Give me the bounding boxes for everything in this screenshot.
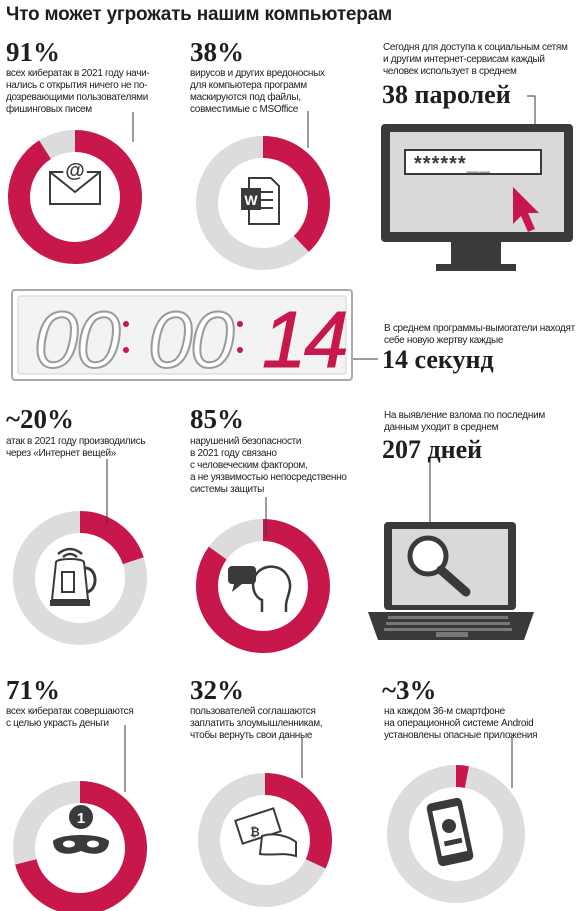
timer-digit: 0: [34, 295, 79, 384]
email-icon: @: [49, 158, 101, 205]
donut-segment: [264, 773, 332, 869]
timer-digit: 0: [190, 295, 235, 384]
donut-segment: [79, 511, 144, 565]
svg-text:1: 1: [77, 810, 85, 827]
stat-msoffice-text: вирусов и других вредоносных для компьюте…: [190, 68, 325, 115]
laptop-magnifier-icon: [368, 522, 534, 640]
stat-ransomware-text: В среднем программы-вымогатели находят се…: [384, 323, 575, 346]
stat-detection-value: 207 дней: [382, 435, 483, 464]
stat-money-text: всех кибератак совершаются с целью украст…: [6, 706, 134, 729]
infected-smartphone-icon: [426, 797, 474, 867]
timer-digit: 0: [76, 295, 121, 384]
stat-detection-text: На выявление взлома по последним данным у…: [384, 410, 545, 433]
thief-mask-icon: 1: [53, 805, 109, 854]
payment-hand-icon: ₿: [234, 807, 297, 858]
stat-passwords-text: Сегодня для доступа к социальным сетям и …: [383, 42, 568, 77]
svg-text:******__: ******__: [414, 153, 491, 175]
person-speech-icon: [228, 565, 292, 612]
timer-digit: 1: [262, 295, 307, 384]
stat-ransom-pay-value: 32%: [190, 675, 244, 705]
stat-ransom-pay-text: пользователей соглашаются заплатить злоум…: [190, 706, 323, 741]
page-title: Что может угрожать нашим компьютерам: [6, 4, 392, 25]
stat-ransomware-value: 14 секунд: [382, 345, 494, 374]
countdown-timer: 00 00 14: [11, 289, 353, 385]
stat-iot-value: ~20%: [6, 404, 75, 434]
word-document-icon: W: [241, 177, 280, 225]
timer-digit: 4: [304, 295, 349, 384]
monitor-password-icon: ******__: [381, 124, 573, 271]
donut-segment: [8, 130, 142, 264]
donut-segment: [15, 781, 147, 911]
stat-msoffice-value: 38%: [190, 37, 244, 67]
svg-text:@: @: [65, 160, 85, 182]
smart-kettle-icon: [50, 547, 97, 606]
stat-phishing-text: всех кибератак в 2021 году начи-нались с…: [6, 68, 150, 115]
stat-money-value: 71%: [6, 675, 60, 705]
svg-text:₿: ₿: [250, 825, 260, 839]
stat-human-factor-text: нарушений безопасности в 2021 году связан…: [190, 436, 347, 495]
donut-segment: [262, 136, 330, 252]
stat-android-text: на каждом 36-м смартфоне на операционной …: [384, 706, 538, 741]
stat-android-value: ~3%: [382, 675, 437, 705]
timer-digit: 0: [148, 295, 193, 384]
stat-iot-text: атак в 2021 году производились через «Инт…: [6, 436, 146, 459]
stat-phishing-value: 91%: [6, 37, 60, 67]
donut-segment: [196, 519, 330, 653]
stat-human-factor-value: 85%: [190, 404, 244, 434]
svg-text:W: W: [244, 192, 258, 208]
stat-passwords-value: 38 паролей: [382, 80, 511, 109]
donut-segment: [455, 765, 469, 788]
